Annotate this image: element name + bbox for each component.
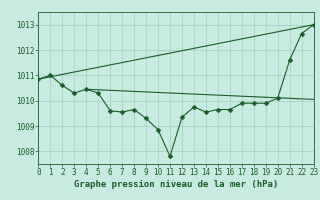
X-axis label: Graphe pression niveau de la mer (hPa): Graphe pression niveau de la mer (hPa): [74, 180, 278, 189]
